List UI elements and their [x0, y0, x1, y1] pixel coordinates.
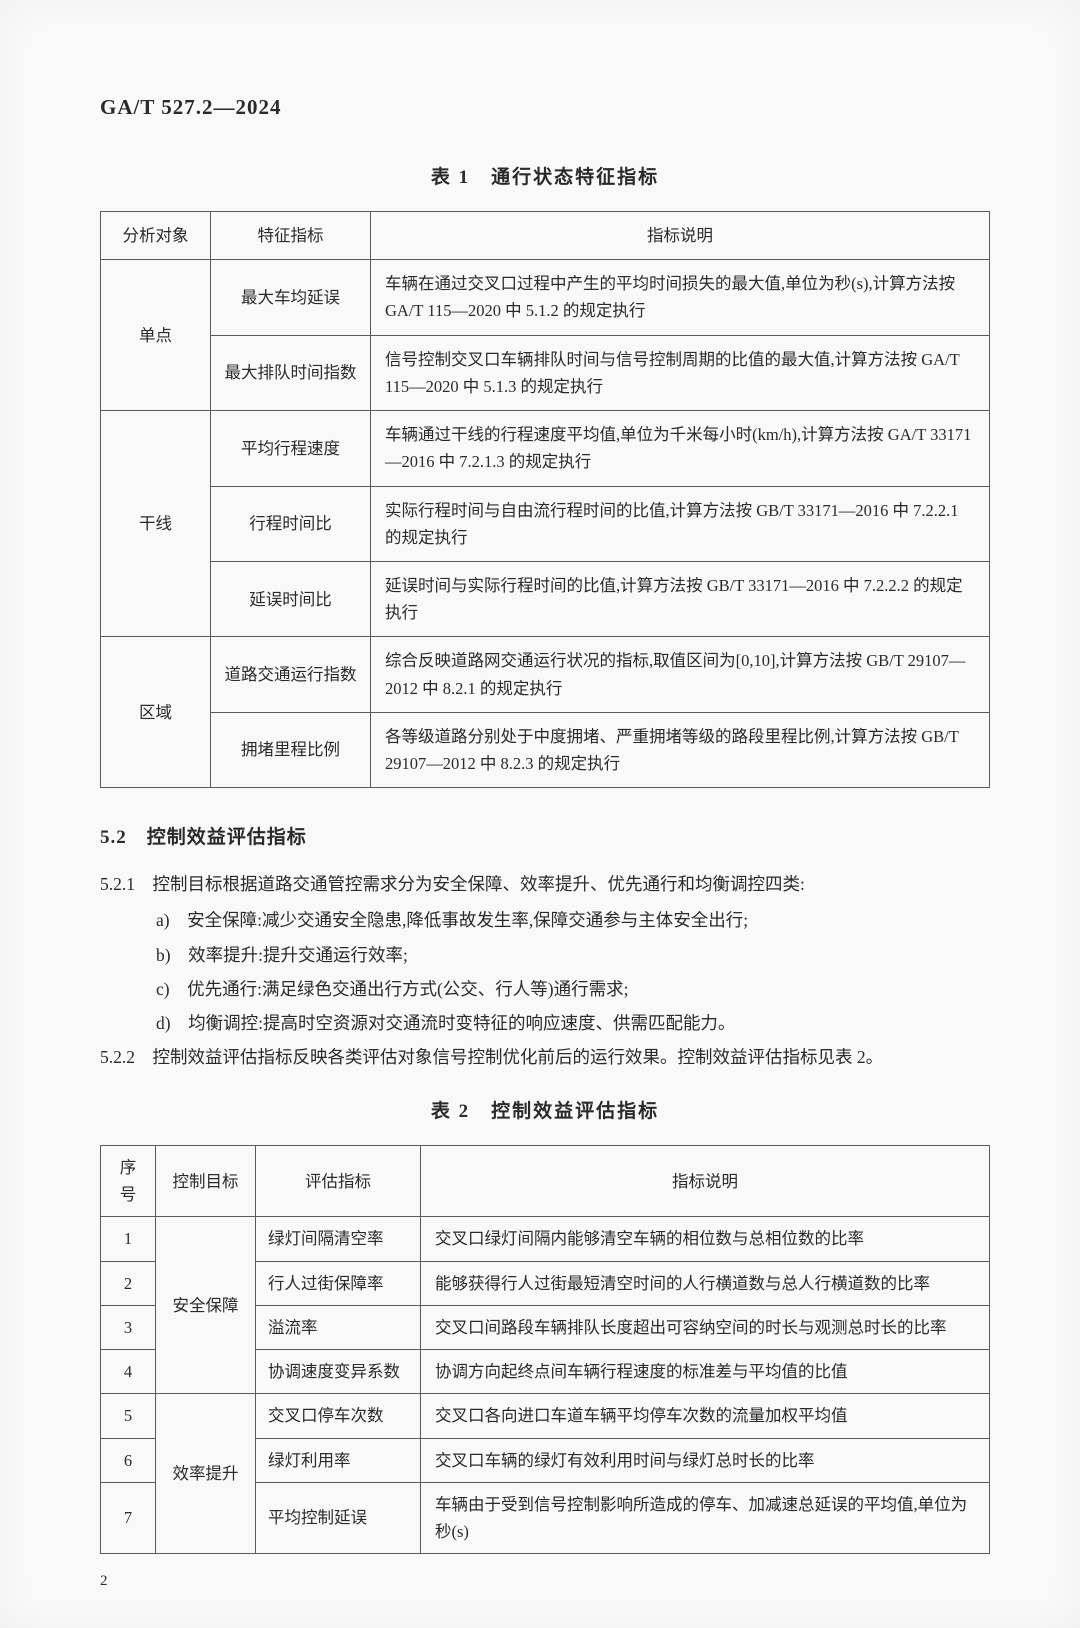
- table2-desc-cell: 交叉口间路段车辆排队长度超出可容纳空间的时长与观测总时长的比率: [421, 1305, 990, 1349]
- table-row: 5 效率提升 交叉口停车次数 交叉口各向进口车道车辆平均停车次数的流量加权平均值: [101, 1394, 990, 1438]
- table1-desc-cell: 延误时间与实际行程时间的比值,计算方法按 GB/T 33171—2016 中 7…: [371, 561, 990, 636]
- table1-ind-cell: 行程时间比: [211, 486, 371, 561]
- list-5-2-1: a) 安全保障:减少交通安全隐患,降低事故发生率,保障交通参与主体安全出行; b…: [100, 903, 990, 1040]
- table-row: 行程时间比 实际行程时间与自由流行程时间的比值,计算方法按 GB/T 33171…: [101, 486, 990, 561]
- table2-header-cat: 控制目标: [156, 1146, 256, 1217]
- table1-ind-cell: 拥堵里程比例: [211, 712, 371, 787]
- table2-desc-cell: 交叉口绿灯间隔内能够清空车辆的相位数与总相位数的比率: [421, 1217, 990, 1261]
- table2-desc-cell: 能够获得行人过街最短清空时间的人行横道数与总人行横道数的比率: [421, 1261, 990, 1305]
- table1-header-obj: 分析对象: [101, 212, 211, 260]
- table1-obj-cell: 单点: [101, 260, 211, 411]
- table1-header-ind: 特征指标: [211, 212, 371, 260]
- table2-idx-cell: 4: [101, 1350, 156, 1394]
- table2-idx-cell: 1: [101, 1217, 156, 1261]
- list-item: c) 优先通行:满足绿色交通出行方式(公交、行人等)通行需求;: [156, 972, 990, 1006]
- table2-ind-cell: 溢流率: [256, 1305, 421, 1349]
- table2-idx-cell: 5: [101, 1394, 156, 1438]
- table-row: 干线 平均行程速度 车辆通过干线的行程速度平均值,单位为千米每小时(km/h),…: [101, 411, 990, 486]
- table-row: 1 安全保障 绿灯间隔清空率 交叉口绿灯间隔内能够清空车辆的相位数与总相位数的比…: [101, 1217, 990, 1261]
- list-item: d) 均衡调控:提高时空资源对交通流时变特征的响应速度、供需匹配能力。: [156, 1006, 990, 1040]
- table2-desc-cell: 协调方向起终点间车辆行程速度的标准差与平均值的比值: [421, 1350, 990, 1394]
- page-number: 2: [100, 1573, 108, 1590]
- table2-idx-cell: 6: [101, 1438, 156, 1482]
- table2-idx-cell: 7: [101, 1482, 156, 1553]
- para-5-2-1-lead: 5.2.1 控制目标根据道路交通管控需求分为安全保障、效率提升、优先通行和均衡调…: [100, 867, 990, 901]
- table1-obj-cell: 干线: [101, 411, 211, 637]
- table2-ind-cell: 交叉口停车次数: [256, 1394, 421, 1438]
- table1-header-desc: 指标说明: [371, 212, 990, 260]
- table-row: 拥堵里程比例 各等级道路分别处于中度拥堵、严重拥堵等级的路段里程比例,计算方法按…: [101, 712, 990, 787]
- table1-desc-cell: 综合反映道路网交通运行状况的指标,取值区间为[0,10],计算方法按 GB/T …: [371, 637, 990, 712]
- table2: 序号 控制目标 评估指标 指标说明 1 安全保障 绿灯间隔清空率 交叉口绿灯间隔…: [100, 1145, 990, 1554]
- table2-ind-cell: 绿灯利用率: [256, 1438, 421, 1482]
- document-id: GA/T 527.2—2024: [100, 95, 990, 120]
- table1-ind-cell: 最大排队时间指数: [211, 335, 371, 410]
- table-header-row: 序号 控制目标 评估指标 指标说明: [101, 1146, 990, 1217]
- table2-header-idx: 序号: [101, 1146, 156, 1217]
- table1-desc-cell: 各等级道路分别处于中度拥堵、严重拥堵等级的路段里程比例,计算方法按 GB/T 2…: [371, 712, 990, 787]
- table-row: 最大排队时间指数 信号控制交叉口车辆排队时间与信号控制周期的比值的最大值,计算方…: [101, 335, 990, 410]
- table2-header-ind: 评估指标: [256, 1146, 421, 1217]
- table-header-row: 分析对象 特征指标 指标说明: [101, 212, 990, 260]
- table1-obj-cell: 区域: [101, 637, 211, 788]
- table2-cat-cell: 效率提升: [156, 1394, 256, 1554]
- table1-desc-cell: 车辆在通过交叉口过程中产生的平均时间损失的最大值,单位为秒(s),计算方法按 G…: [371, 260, 990, 335]
- list-item: b) 效率提升:提升交通运行效率;: [156, 938, 990, 972]
- table2-desc-cell: 交叉口车辆的绿灯有效利用时间与绿灯总时长的比率: [421, 1438, 990, 1482]
- table-row: 单点 最大车均延误 车辆在通过交叉口过程中产生的平均时间损失的最大值,单位为秒(…: [101, 260, 990, 335]
- table2-idx-cell: 2: [101, 1261, 156, 1305]
- table1-desc-cell: 实际行程时间与自由流行程时间的比值,计算方法按 GB/T 33171—2016 …: [371, 486, 990, 561]
- table2-ind-cell: 行人过街保障率: [256, 1261, 421, 1305]
- table1-ind-cell: 延误时间比: [211, 561, 371, 636]
- table1-ind-cell: 最大车均延误: [211, 260, 371, 335]
- table2-idx-cell: 3: [101, 1305, 156, 1349]
- page: GA/T 527.2—2024 表 1 通行状态特征指标 分析对象 特征指标 指…: [0, 0, 1080, 1628]
- table-row: 区域 道路交通运行指数 综合反映道路网交通运行状况的指标,取值区间为[0,10]…: [101, 637, 990, 712]
- table2-cat-cell: 安全保障: [156, 1217, 256, 1394]
- table2-desc-cell: 车辆由于受到信号控制影响所造成的停车、加减速总延误的平均值,单位为秒(s): [421, 1482, 990, 1553]
- list-item: a) 安全保障:减少交通安全隐患,降低事故发生率,保障交通参与主体安全出行;: [156, 903, 990, 937]
- table-row: 延误时间比 延误时间与实际行程时间的比值,计算方法按 GB/T 33171—20…: [101, 561, 990, 636]
- para-5-2-2: 5.2.2 控制效益评估指标反映各类评估对象信号控制优化前后的运行效果。控制效益…: [100, 1040, 990, 1074]
- table2-ind-cell: 平均控制延误: [256, 1482, 421, 1553]
- table2-ind-cell: 协调速度变异系数: [256, 1350, 421, 1394]
- table2-header-desc: 指标说明: [421, 1146, 990, 1217]
- table1-desc-cell: 车辆通过干线的行程速度平均值,单位为千米每小时(km/h),计算方法按 GA/T…: [371, 411, 990, 486]
- table2-ind-cell: 绿灯间隔清空率: [256, 1217, 421, 1261]
- table1-caption: 表 1 通行状态特征指标: [100, 162, 990, 189]
- table1-ind-cell: 平均行程速度: [211, 411, 371, 486]
- section-5-2-heading: 5.2 控制效益评估指标: [100, 822, 990, 849]
- table1-desc-cell: 信号控制交叉口车辆排队时间与信号控制周期的比值的最大值,计算方法按 GA/T 1…: [371, 335, 990, 410]
- table2-desc-cell: 交叉口各向进口车道车辆平均停车次数的流量加权平均值: [421, 1394, 990, 1438]
- table2-caption: 表 2 控制效益评估指标: [100, 1096, 990, 1123]
- table1: 分析对象 特征指标 指标说明 单点 最大车均延误 车辆在通过交叉口过程中产生的平…: [100, 211, 990, 788]
- table1-ind-cell: 道路交通运行指数: [211, 637, 371, 712]
